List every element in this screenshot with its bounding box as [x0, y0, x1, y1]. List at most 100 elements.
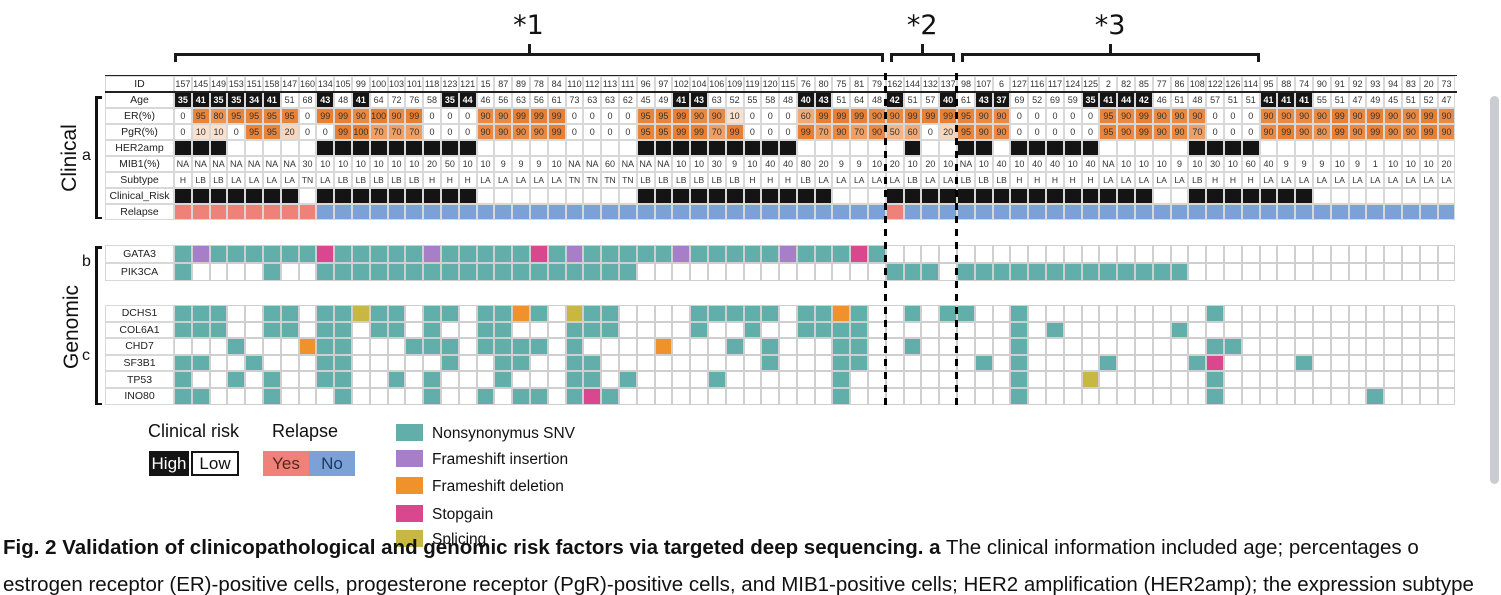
subtype-row-cell: LA: [1384, 172, 1402, 188]
clinical-risk-row-cell: [957, 188, 975, 204]
mutation-cell-ino80: [779, 388, 797, 405]
id-row-cell: 132: [921, 76, 940, 92]
pgr-row-cell: 0: [458, 124, 477, 140]
gene-label-dchs1: DCHS1: [105, 305, 174, 322]
age-row-cell: 41: [1277, 92, 1296, 108]
subtype-row-cell: LA: [1295, 172, 1313, 188]
mib1-row-cell: 10: [743, 156, 762, 172]
age-row-cell: 47: [1437, 92, 1456, 108]
subtype-row-cell: LB: [351, 172, 370, 188]
mutation-cell-pik3ca: [1384, 263, 1402, 281]
mib1-row-cell: 9: [832, 156, 851, 172]
pgr-row-cell: 90: [1117, 124, 1136, 140]
mib1-row-cell: NA: [209, 156, 228, 172]
subtype-row-cell: LA: [1259, 172, 1278, 188]
subtype-row-cell: LA: [1152, 172, 1171, 188]
id-row-label: ID: [105, 76, 174, 92]
clinical-risk-row-cell: [672, 188, 691, 204]
age-row-cell: 49: [1366, 92, 1385, 108]
mutation-cell-dchs1: [583, 305, 602, 322]
mutation-cell-tp53: [1206, 371, 1225, 388]
clinical-risk-row-cell: [1419, 188, 1438, 204]
mutation-cell-ino80: [690, 388, 708, 405]
mutation-cell-chd7: [423, 338, 441, 355]
mutation-cell-pik3ca: [369, 263, 388, 281]
her2amp-row-cell: [974, 140, 993, 156]
subtype-row-cell: LA: [1401, 172, 1420, 188]
mutation-cell-col6a1: [1437, 321, 1456, 339]
mutation-cell-dchs1: [565, 305, 584, 322]
mutation-cell-pik3ca: [1206, 263, 1225, 281]
mutation-cell-dchs1: [512, 305, 530, 322]
mutation-cell-sf3b1: [1419, 354, 1438, 372]
relapse-row-cell: [334, 204, 352, 220]
mutation-cell-tp53: [1241, 371, 1260, 388]
mutation-cell-gata3: [1224, 245, 1242, 263]
pgr-row-cell: 70: [405, 124, 424, 140]
pgr-row-cell: 90: [1170, 124, 1189, 140]
id-row-cell: 97: [654, 76, 673, 92]
mutation-cell-tp53: [458, 371, 477, 388]
her2amp-row-cell: [369, 140, 388, 156]
subtype-row-cell: LB: [334, 172, 352, 188]
pgr-row-cell: 70: [707, 124, 726, 140]
mutation-cell-pik3ca: [743, 263, 762, 281]
mutation-cell-gata3: [992, 245, 1011, 263]
mutation-cell-chd7: [1366, 338, 1385, 355]
relapse-row-cell: [1010, 204, 1029, 220]
relapse-row-cell: [1081, 204, 1100, 220]
her2amp-row-cell: [1063, 140, 1082, 156]
mib1-row-cell: 9: [1313, 156, 1331, 172]
subtype-row-cell: LA: [1099, 172, 1118, 188]
subtype-row-cell: LB: [654, 172, 673, 188]
mutation-cell-ino80: [1152, 388, 1171, 405]
mutation-cell-sf3b1: [1206, 354, 1225, 372]
mutation-cell-sf3b1: [654, 354, 673, 372]
mib1-row-cell: 10: [351, 156, 370, 172]
id-row-cell: 75: [832, 76, 851, 92]
clinical-risk-row-cell: [885, 188, 904, 204]
clinical-risk-row-cell: [209, 188, 228, 204]
legend-swatch-ins: [396, 450, 423, 467]
mutation-cell-chd7: [850, 338, 869, 355]
mutation-cell-ino80: [316, 388, 335, 405]
mutation-cell-dchs1: [191, 305, 210, 322]
er-row-cell: 90: [1188, 108, 1207, 124]
mutation-cell-gata3: [1028, 245, 1047, 263]
mutation-cell-ino80: [1010, 388, 1029, 405]
her2amp-row-cell: [779, 140, 797, 156]
mutation-cell-sf3b1: [1028, 354, 1047, 372]
genomic-side-bracket: [95, 246, 98, 405]
mutation-cell-col6a1: [351, 321, 370, 339]
mutation-cell-sf3b1: [423, 354, 441, 372]
clinical-risk-row-cell: [227, 188, 246, 204]
id-row-cell: 98: [957, 76, 975, 92]
mutation-cell-tp53: [1135, 371, 1153, 388]
mib1-row-cell: 10: [974, 156, 993, 172]
mutation-cell-gata3: [654, 245, 673, 263]
age-row-cell: 76: [405, 92, 424, 108]
mutation-cell-col6a1: [1330, 321, 1349, 339]
pgr-row-cell: 10: [209, 124, 228, 140]
mutation-cell-ino80: [476, 388, 495, 405]
mutation-cell-gata3: [796, 245, 815, 263]
clinical-risk-row-cell: [814, 188, 833, 204]
her2amp-row-cell: [903, 140, 922, 156]
id-row-cell: 109: [725, 76, 744, 92]
age-row-cell: 44: [458, 92, 477, 108]
pgr-row-cell: 99: [1330, 124, 1349, 140]
mutation-cell-gata3: [1277, 245, 1296, 263]
subtype-row-cell: TN: [618, 172, 637, 188]
mutation-cell-dchs1: [1224, 305, 1242, 322]
mutation-cell-dchs1: [387, 305, 406, 322]
mib1-row-cell: 10: [1117, 156, 1136, 172]
mutation-cell-dchs1: [262, 305, 281, 322]
clinical-risk-row-cell: [1081, 188, 1100, 204]
her2amp-row-cell: [245, 140, 263, 156]
clinical-risk-row-cell: [262, 188, 281, 204]
mutation-cell-pik3ca: [405, 263, 424, 281]
scrollbar-thumb[interactable]: [1490, 96, 1499, 484]
her2amp-row-cell: [743, 140, 762, 156]
panel-a-label: a: [82, 147, 91, 164]
mutation-cell-tp53: [725, 371, 744, 388]
